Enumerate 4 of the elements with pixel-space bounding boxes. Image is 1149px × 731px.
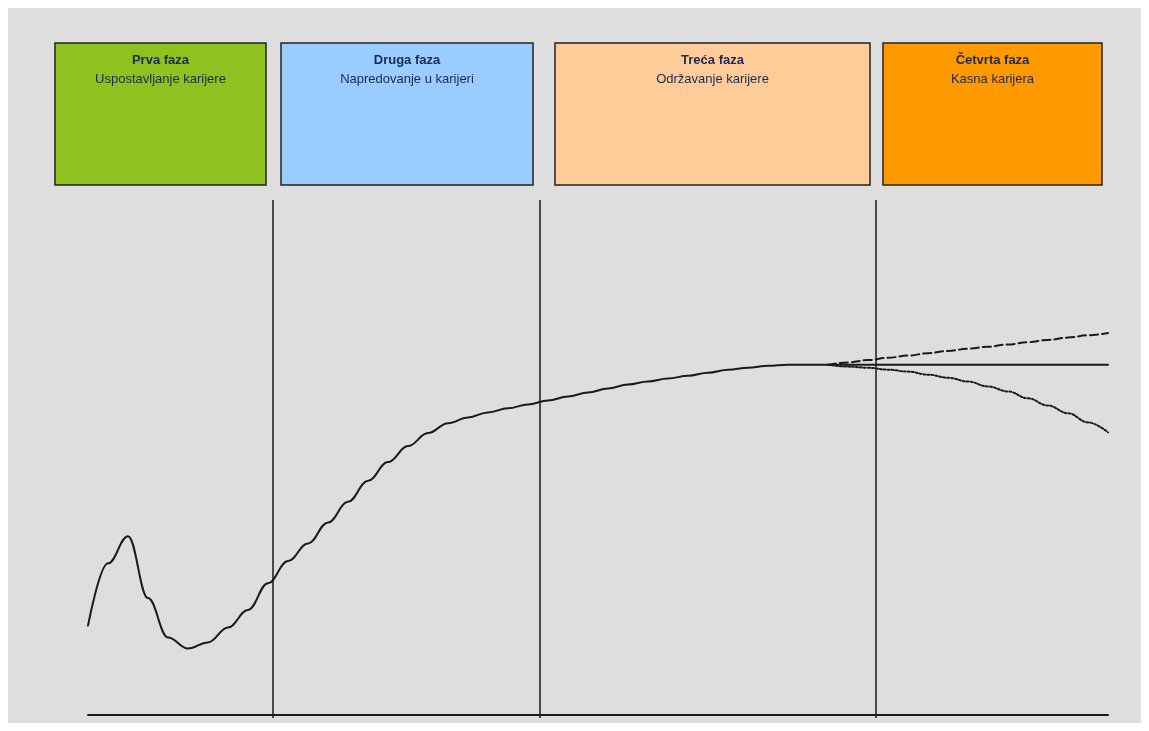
text: Četvrta faza Kasna karijera — [950, 52, 1035, 86]
text: Prva faza Uspostavljanje karijere — [95, 52, 226, 86]
text: Treća faza Održavanje karijere — [656, 52, 769, 86]
text: Druga faza Napredovanje u karijeri — [340, 52, 474, 86]
